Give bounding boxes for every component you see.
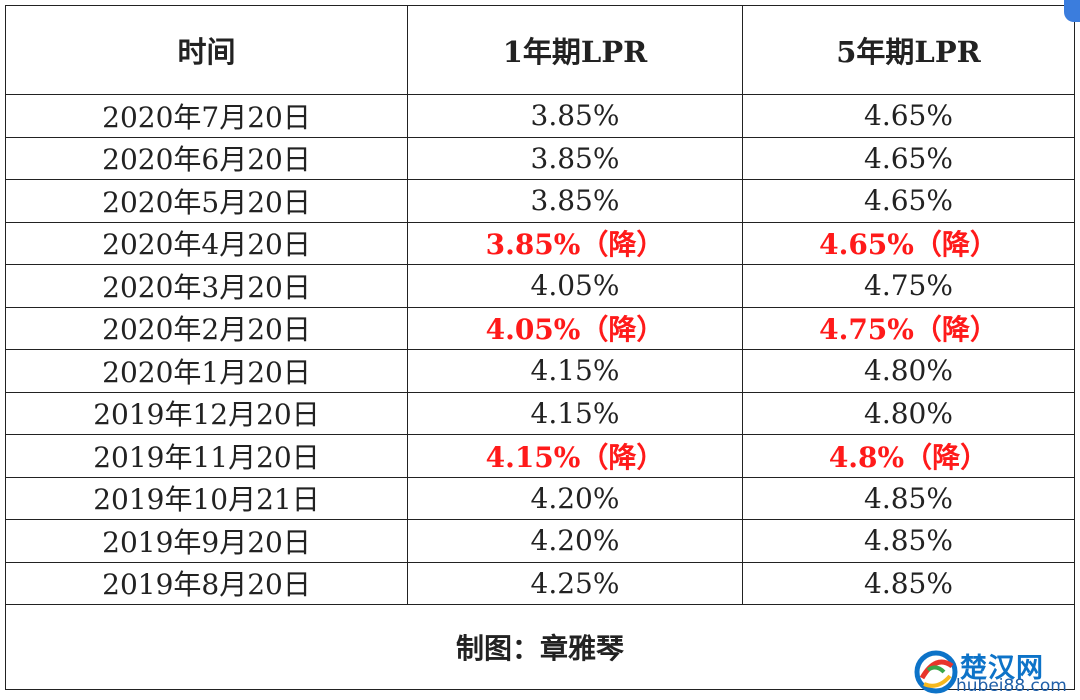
table-row: 2019年12月20日 4.15% 4.80% — [5, 391, 1075, 435]
date-cell: 2020年6月20日 — [5, 136, 408, 180]
lpr-5y-cell: 4.65% — [742, 94, 1075, 138]
lpr-5y-cell: 4.75% — [742, 264, 1075, 308]
date-cell: 2019年12月20日 — [5, 391, 408, 435]
date-cell: 2020年3月20日 — [5, 264, 408, 308]
date-cell: 2020年1月20日 — [5, 349, 408, 393]
table-row: 2019年8月20日 4.25% 4.85% — [5, 561, 1075, 605]
lpr-5y-cell: 4.85% — [742, 561, 1075, 605]
table-row: 2020年4月20日 3.85%（降） 4.65%（降） — [5, 221, 1075, 265]
lpr-1y-cell: 4.20% — [407, 519, 743, 563]
lpr-5y-cell: 4.85% — [742, 476, 1075, 520]
lpr-1y-cell: 4.05%（降） — [407, 306, 743, 350]
footer-row: 制图：章雅琴 — [5, 604, 1075, 690]
table-row: 2020年7月20日 3.85% 4.65% — [5, 94, 1075, 138]
lpr-5y-cell: 4.65% — [742, 136, 1075, 180]
lpr-table: 时间 1年期LPR 5年期LPR 2020年7月20日 3.85% 4.65% 202… — [5, 5, 1075, 690]
header-date: 时间 — [5, 5, 408, 95]
date-cell: 2020年7月20日 — [5, 94, 408, 138]
date-cell: 2019年11月20日 — [5, 434, 408, 478]
lpr-5y-cell: 4.65% — [742, 179, 1075, 223]
date-cell: 2020年2月20日 — [5, 306, 408, 350]
lpr-5y-cell: 4.85% — [742, 519, 1075, 563]
table-row: 2020年2月20日 4.05%（降） 4.75%（降） — [5, 306, 1075, 350]
table-row: 2020年5月20日 3.85% 4.65% — [5, 179, 1075, 223]
date-cell: 2019年8月20日 — [5, 561, 408, 605]
chuhan-logo-icon — [914, 650, 958, 694]
header-row: 时间 1年期LPR 5年期LPR — [5, 5, 1075, 95]
table-row: 2019年11月20日 4.15%（降） 4.8%（降） — [5, 434, 1075, 478]
chart-credit: 制图：章雅琴 — [5, 604, 1075, 690]
lpr-5y-cell: 4.65%（降） — [742, 221, 1075, 265]
lpr-1y-cell: 3.85% — [407, 136, 743, 180]
date-cell: 2020年4月20日 — [5, 221, 408, 265]
table-row: 2019年10月21日 4.20% 4.85% — [5, 476, 1075, 520]
watermark-site-name: 楚汉网 — [960, 653, 1044, 684]
lpr-5y-cell: 4.80% — [742, 349, 1075, 393]
lpr-1y-cell: 3.85% — [407, 94, 743, 138]
lpr-5y-cell: 4.75%（降） — [742, 306, 1075, 350]
lpr-1y-cell: 4.15% — [407, 391, 743, 435]
lpr-1y-cell: 4.05% — [407, 264, 743, 308]
header-lpr-1y: 1年期LPR — [407, 5, 743, 95]
date-cell: 2020年5月20日 — [5, 179, 408, 223]
corner-badge-icon — [1064, 0, 1080, 22]
lpr-1y-cell: 3.85%（降） — [407, 221, 743, 265]
lpr-1y-cell: 4.20% — [407, 476, 743, 520]
lpr-1y-cell: 3.85% — [407, 179, 743, 223]
table-row: 2020年3月20日 4.05% 4.75% — [5, 264, 1075, 308]
lpr-1y-cell: 4.15% — [407, 349, 743, 393]
lpr-1y-cell: 4.25% — [407, 561, 743, 605]
date-cell: 2019年10月21日 — [5, 476, 408, 520]
watermark-logo: 楚汉网 hubei88.com — [910, 646, 1078, 698]
header-lpr-5y: 5年期LPR — [742, 5, 1075, 95]
table-row: 2020年6月20日 3.85% 4.65% — [5, 136, 1075, 180]
table-row: 2019年9月20日 4.20% 4.85% — [5, 519, 1075, 563]
date-cell: 2019年9月20日 — [5, 519, 408, 563]
lpr-1y-cell: 4.15%（降） — [407, 434, 743, 478]
table-row: 2020年1月20日 4.15% 4.80% — [5, 349, 1075, 393]
watermark-site-url: hubei88.com — [956, 676, 1067, 696]
lpr-5y-cell: 4.8%（降） — [742, 434, 1075, 478]
lpr-5y-cell: 4.80% — [742, 391, 1075, 435]
